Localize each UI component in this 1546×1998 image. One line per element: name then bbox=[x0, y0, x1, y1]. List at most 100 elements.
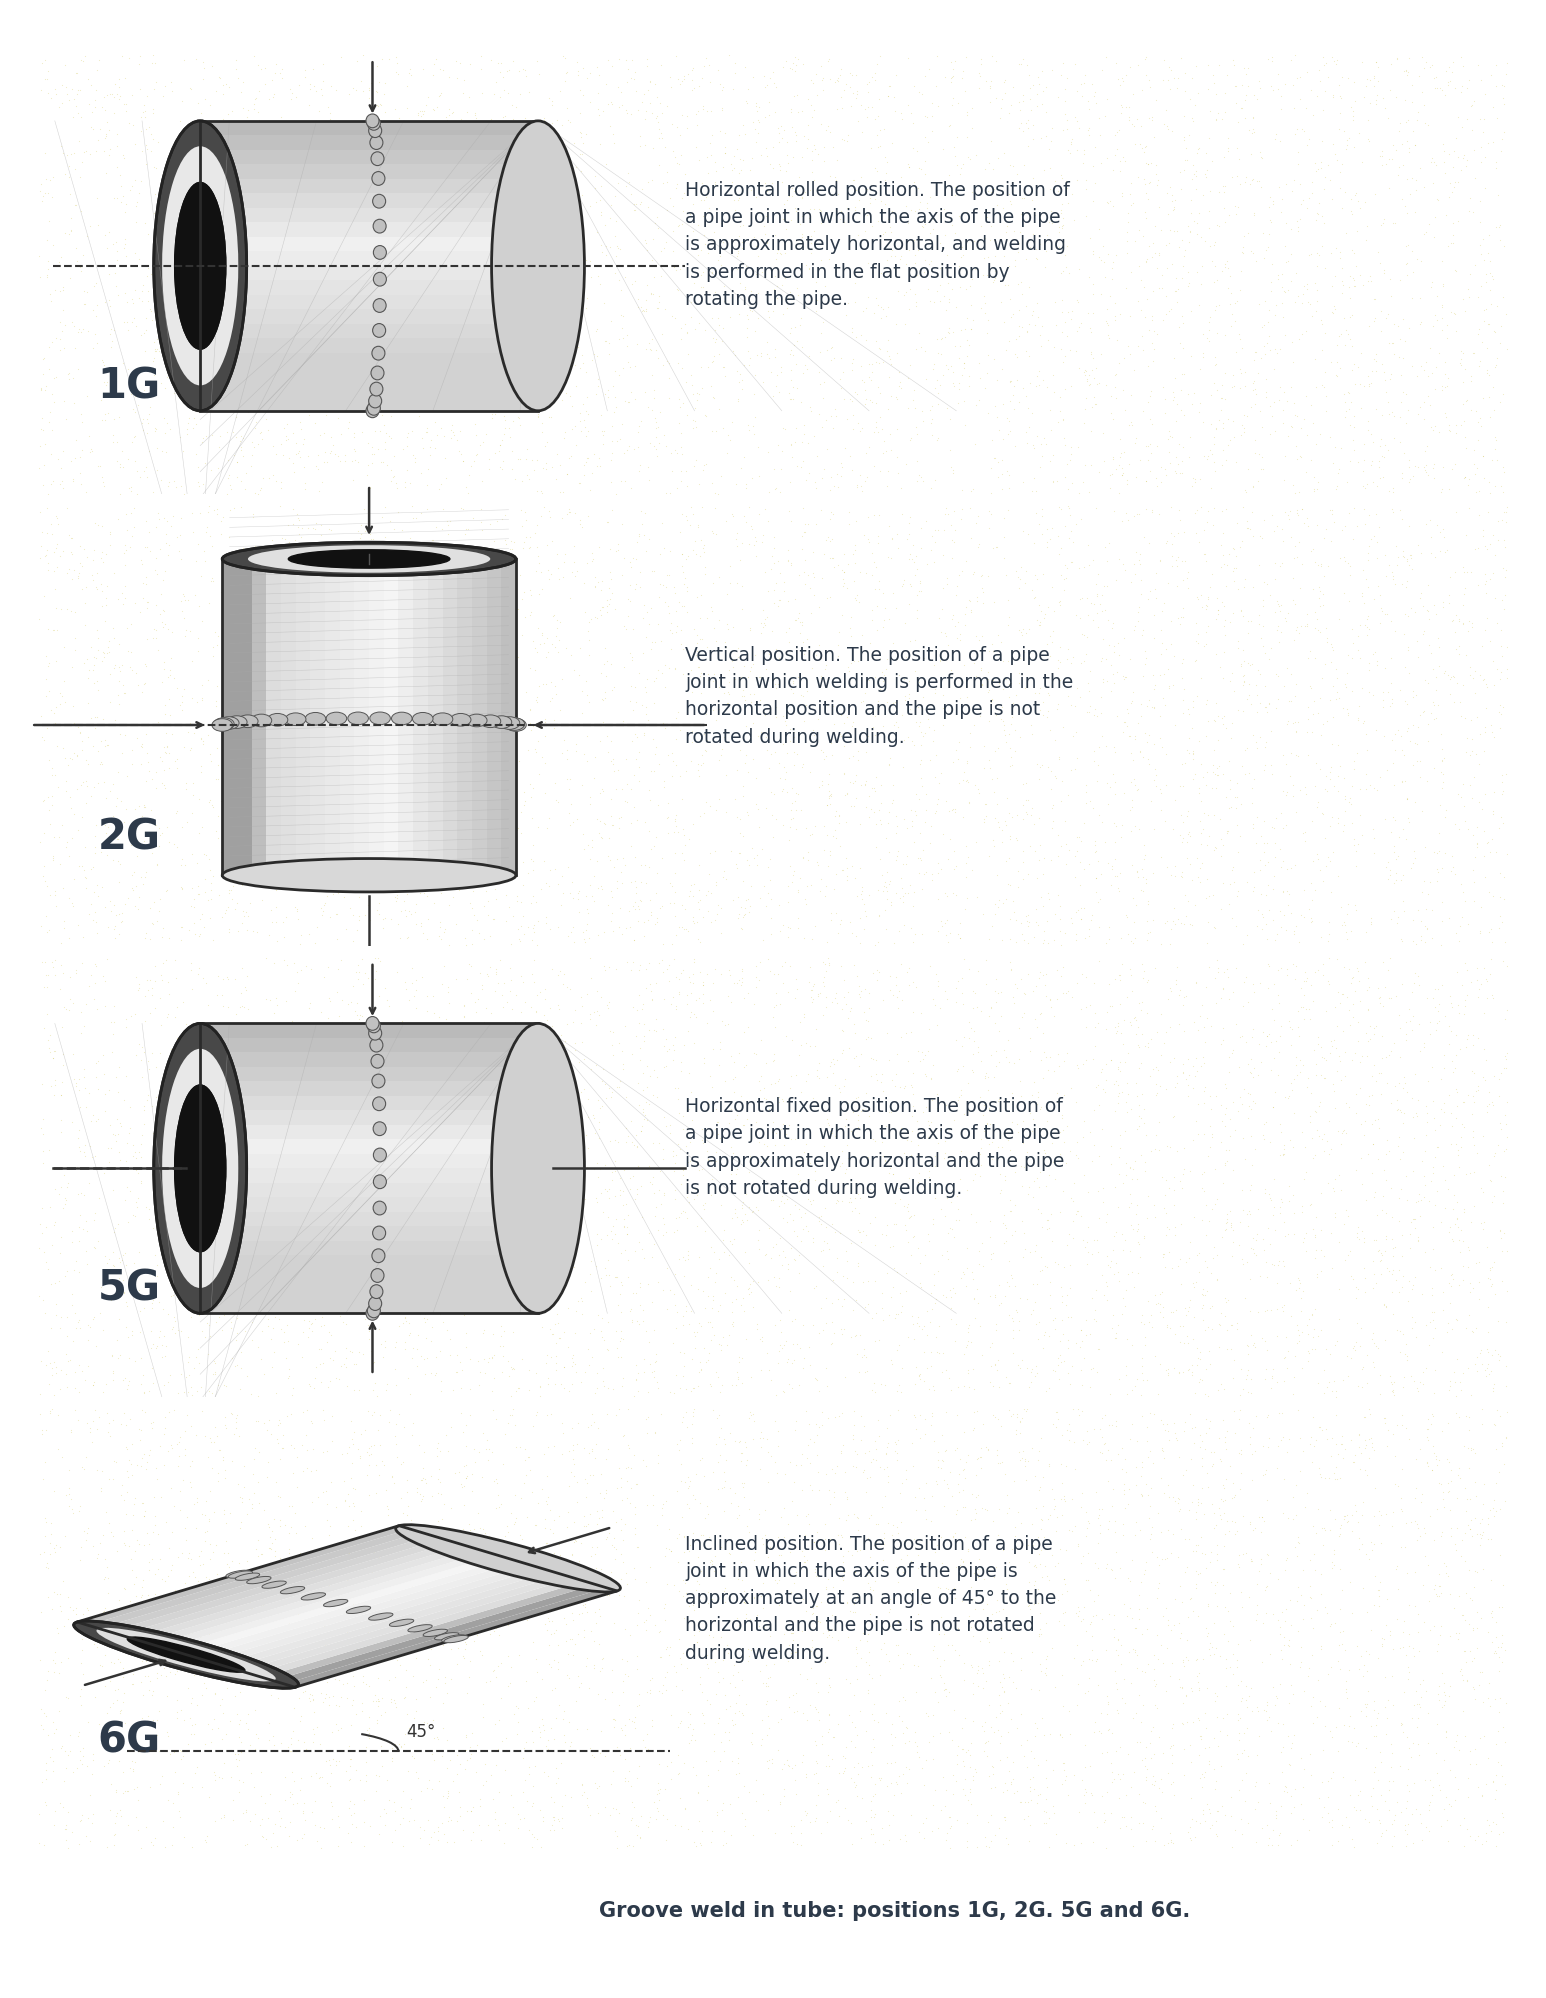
Point bbox=[832, 981, 856, 1013]
Point bbox=[1339, 1822, 1364, 1854]
Point bbox=[598, 745, 623, 777]
Point bbox=[212, 1219, 237, 1251]
Point bbox=[283, 1497, 308, 1528]
Point bbox=[561, 1604, 586, 1636]
Point bbox=[1124, 422, 1149, 454]
Point bbox=[663, 1073, 688, 1105]
Point bbox=[1005, 1399, 1030, 1431]
Point bbox=[422, 1049, 447, 1081]
Point bbox=[884, 1437, 909, 1469]
Point bbox=[1402, 1123, 1427, 1155]
Point bbox=[1432, 360, 1456, 392]
Point bbox=[1002, 1157, 1027, 1189]
Point bbox=[767, 476, 792, 507]
Point bbox=[921, 1259, 946, 1291]
Point bbox=[839, 849, 864, 881]
Point bbox=[1170, 591, 1195, 623]
Point bbox=[43, 875, 68, 907]
Point bbox=[1390, 304, 1415, 336]
Point bbox=[1178, 1746, 1203, 1778]
Point bbox=[1384, 1469, 1408, 1500]
Point bbox=[354, 1459, 379, 1491]
Point bbox=[600, 749, 625, 781]
Point bbox=[921, 715, 946, 747]
Point bbox=[762, 1564, 787, 1596]
Point bbox=[557, 797, 581, 829]
Point bbox=[220, 96, 244, 128]
Point bbox=[1197, 1744, 1221, 1776]
Point bbox=[954, 745, 979, 777]
Point bbox=[246, 687, 271, 719]
Point bbox=[1107, 1363, 1132, 1395]
Point bbox=[119, 498, 144, 529]
Point bbox=[645, 1081, 669, 1113]
Point bbox=[997, 1245, 1022, 1277]
Point bbox=[246, 98, 271, 130]
Point bbox=[1130, 1299, 1155, 1331]
Point bbox=[192, 1824, 216, 1856]
Point bbox=[479, 701, 504, 733]
Ellipse shape bbox=[368, 124, 382, 138]
Point bbox=[1172, 1732, 1197, 1764]
Point bbox=[227, 1043, 252, 1075]
Point bbox=[906, 857, 931, 889]
Point bbox=[349, 1085, 374, 1117]
Point bbox=[1493, 60, 1518, 92]
Point bbox=[788, 617, 813, 649]
Point bbox=[425, 1477, 450, 1508]
Point bbox=[594, 591, 618, 623]
Point bbox=[244, 234, 269, 266]
Point bbox=[1090, 1259, 1115, 1291]
Point bbox=[1492, 1003, 1517, 1035]
Point bbox=[870, 1279, 895, 1311]
Point bbox=[983, 1401, 1008, 1433]
Point bbox=[1425, 509, 1450, 541]
Point bbox=[867, 226, 892, 258]
Point bbox=[504, 1085, 529, 1117]
Point bbox=[518, 991, 543, 1023]
Point bbox=[640, 324, 665, 356]
Point bbox=[1405, 1598, 1430, 1630]
Point bbox=[1040, 468, 1065, 500]
Point bbox=[223, 1107, 247, 1139]
Point bbox=[799, 1614, 824, 1646]
Point bbox=[76, 899, 100, 931]
Point bbox=[77, 971, 102, 1003]
Point bbox=[920, 354, 945, 386]
Point bbox=[838, 440, 863, 472]
Point bbox=[1429, 1469, 1453, 1500]
Point bbox=[329, 210, 354, 242]
Point bbox=[1302, 1293, 1326, 1325]
Point bbox=[153, 555, 178, 587]
Point bbox=[340, 1504, 365, 1536]
Point bbox=[1139, 1768, 1164, 1800]
Point bbox=[453, 1463, 478, 1495]
Point bbox=[213, 1109, 238, 1141]
Point bbox=[444, 1339, 468, 1371]
Point bbox=[173, 1524, 198, 1556]
Point bbox=[1152, 659, 1177, 691]
Point bbox=[1379, 1367, 1404, 1399]
Point bbox=[860, 773, 884, 805]
Point bbox=[28, 701, 53, 733]
Point bbox=[93, 1542, 117, 1574]
Point bbox=[283, 1584, 308, 1616]
Point bbox=[638, 833, 663, 865]
Point bbox=[635, 1592, 660, 1624]
Point bbox=[501, 362, 526, 394]
Point bbox=[1023, 1351, 1048, 1383]
Point bbox=[482, 1291, 507, 1323]
Point bbox=[836, 977, 861, 1009]
Point bbox=[59, 983, 83, 1015]
Point bbox=[909, 873, 934, 905]
Point bbox=[1065, 895, 1090, 927]
Point bbox=[490, 865, 515, 897]
Point bbox=[424, 561, 448, 593]
Point bbox=[377, 1181, 402, 1213]
Point bbox=[1056, 474, 1081, 505]
Point bbox=[943, 1025, 968, 1057]
Point bbox=[996, 869, 1020, 901]
Point bbox=[1105, 543, 1130, 575]
Point bbox=[1393, 1329, 1418, 1361]
Point bbox=[1449, 42, 1473, 74]
